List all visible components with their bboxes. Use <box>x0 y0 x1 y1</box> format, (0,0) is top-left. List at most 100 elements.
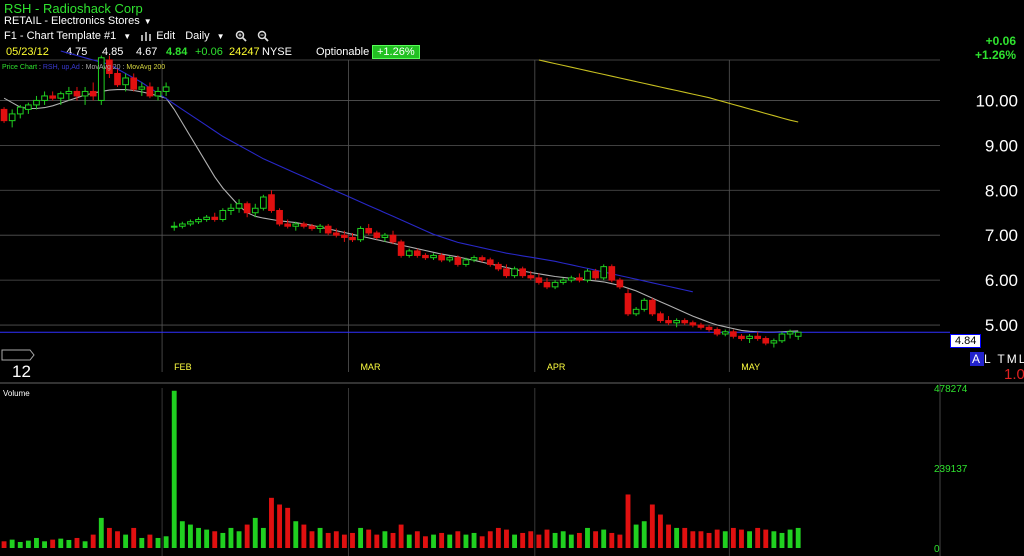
volume-bar <box>220 532 226 548</box>
volume-bar <box>131 527 137 548</box>
volume-bar <box>74 537 80 548</box>
volume-bar <box>82 541 88 548</box>
candle-body <box>8 113 16 122</box>
industry-selector[interactable]: RETAIL - Electronics Stores ▼ <box>4 15 152 27</box>
volume-bar <box>106 527 112 548</box>
volume-bar <box>487 531 493 548</box>
volume-bar <box>309 531 315 548</box>
candle-body <box>511 268 518 277</box>
volume-tick-label: 0 <box>934 544 940 555</box>
candle-body <box>114 72 121 86</box>
current-price-label: 4.84 <box>950 334 982 348</box>
candle-body <box>308 225 316 229</box>
y-tick-label: 7.00 <box>985 226 1018 245</box>
candle-body <box>268 194 275 211</box>
quote-open: 4.75 <box>66 46 88 58</box>
volume-bar <box>277 504 282 548</box>
volume-bar <box>333 531 339 548</box>
volume-tick-label: 239137 <box>934 464 968 475</box>
volume-bar <box>471 532 477 548</box>
candle-body <box>122 77 129 86</box>
candle-body <box>738 335 745 340</box>
volume-bar <box>390 532 396 548</box>
volume-bar <box>771 531 777 548</box>
volume-bar <box>228 527 234 548</box>
zoom-out-icon[interactable] <box>257 30 269 42</box>
chart-legend: Price Chart : RSH, up,Ad : MovAvg 20 : M… <box>2 64 166 71</box>
volume-bar <box>706 532 712 548</box>
volume-bar <box>641 521 647 548</box>
volume-bar <box>293 521 299 548</box>
volume-bar <box>317 527 323 548</box>
candle-body <box>592 270 599 279</box>
chart-title: RSH - Radioshack Corp <box>4 1 143 16</box>
volume-bar <box>285 507 291 548</box>
candle-body <box>251 207 259 214</box>
big-change: +0.06 <box>985 34 1016 48</box>
zoom-in-icon[interactable] <box>235 30 247 42</box>
template-selector[interactable]: F1 - Chart Template #1 ▼ <box>4 30 131 42</box>
candle-body <box>657 313 664 322</box>
quote-volume: 24247 <box>229 46 260 58</box>
candle-body <box>276 209 283 225</box>
candle-body <box>203 216 210 220</box>
volume-bar <box>9 539 15 548</box>
candle-body <box>567 277 575 281</box>
edit-button[interactable]: Edit <box>141 30 175 42</box>
volume-bar <box>123 534 129 548</box>
candle-body <box>438 254 445 261</box>
candle-body <box>648 299 656 315</box>
candle-body <box>713 329 721 335</box>
volume-bar <box>269 497 274 548</box>
volume-bar <box>350 532 355 548</box>
volume-bar <box>212 531 218 548</box>
candle-body <box>754 335 762 340</box>
volume-bar <box>795 527 801 548</box>
volume-bar <box>115 531 120 548</box>
industry-label: RETAIL - Electronics Stores <box>4 15 140 27</box>
chevron-down-icon: ▼ <box>216 31 225 41</box>
volume-bar <box>666 524 671 548</box>
volume-bar <box>252 517 258 548</box>
volume-bar <box>423 536 428 548</box>
candle-body <box>405 250 413 256</box>
volume-bar <box>414 531 420 548</box>
candle-body <box>665 320 672 324</box>
interval-selector[interactable]: Daily ▼ <box>185 30 224 42</box>
candle-body <box>413 250 421 256</box>
volume-bar <box>544 529 550 548</box>
x-month-label: MAR <box>360 362 381 372</box>
candle-body <box>616 279 624 288</box>
y-tick-label: 9.00 <box>985 136 1018 155</box>
volume-bar <box>25 540 31 548</box>
volume-bar <box>236 531 242 548</box>
candle-body <box>673 320 680 324</box>
quote-change: +0.06 <box>195 46 223 58</box>
volume-bar <box>455 531 461 548</box>
volume-bar <box>382 531 388 548</box>
candle-body <box>689 322 697 326</box>
ma50-line <box>60 50 693 293</box>
candle-body <box>300 223 308 227</box>
volume-bar <box>779 532 785 548</box>
volume-bar <box>34 537 39 548</box>
quote-exchange: NYSE <box>262 46 292 58</box>
candle-body <box>422 254 429 259</box>
candle-body <box>16 106 24 115</box>
candle-body <box>292 223 300 227</box>
big-pct-change: +1.26% <box>974 48 1016 62</box>
volume-bar <box>325 532 331 548</box>
interval-label: Daily <box>185 30 210 42</box>
volume-bar <box>658 514 663 548</box>
optionable-label: Optionable <box>316 46 370 58</box>
volume-bar <box>560 531 566 548</box>
candle-body <box>284 223 292 227</box>
candle-body <box>705 326 713 331</box>
volume-bar <box>139 537 145 548</box>
volume-bar <box>593 531 599 548</box>
candle-body <box>478 257 486 261</box>
candle-body <box>0 108 8 122</box>
legend-price: Price Chart <box>2 64 38 71</box>
volume-bar <box>204 529 210 548</box>
